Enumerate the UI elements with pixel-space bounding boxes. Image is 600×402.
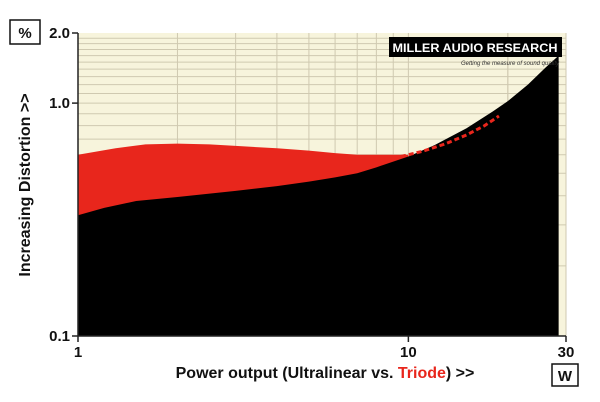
y-unit-box: %: [9, 19, 41, 45]
x-axis-title-highlight: Triode: [398, 365, 446, 382]
y-tick-label: 2.0: [49, 25, 70, 42]
y-unit-label: %: [18, 25, 31, 42]
x-axis-title-suffix: ) >>: [446, 365, 474, 382]
x-unit-box: W: [551, 363, 579, 387]
x-tick-label: 30: [558, 344, 575, 361]
x-tick-label: 10: [400, 344, 417, 361]
logo-title: MILLER AUDIO RESEARCH: [393, 41, 558, 55]
y-tick-label: 1.0: [49, 95, 70, 112]
x-axis-title-prefix: Power output (Ultralinear vs.: [176, 365, 398, 382]
y-axis-title: Increasing Distortion >>: [17, 93, 34, 276]
series-triode-dashed-line: [400, 114, 500, 158]
logo: MILLER AUDIO RESEARCH Getting the measur…: [389, 37, 562, 67]
logo-subtitle: Getting the measure of sound quality: [461, 61, 560, 67]
x-unit-label: W: [558, 368, 573, 385]
x-tick-label: 1: [74, 344, 82, 361]
series-black-area: [78, 55, 559, 336]
x-axis-title: Power output (Ultralinear vs. Triode) >>: [176, 365, 475, 382]
y-tick-label: 0.1: [49, 328, 70, 345]
